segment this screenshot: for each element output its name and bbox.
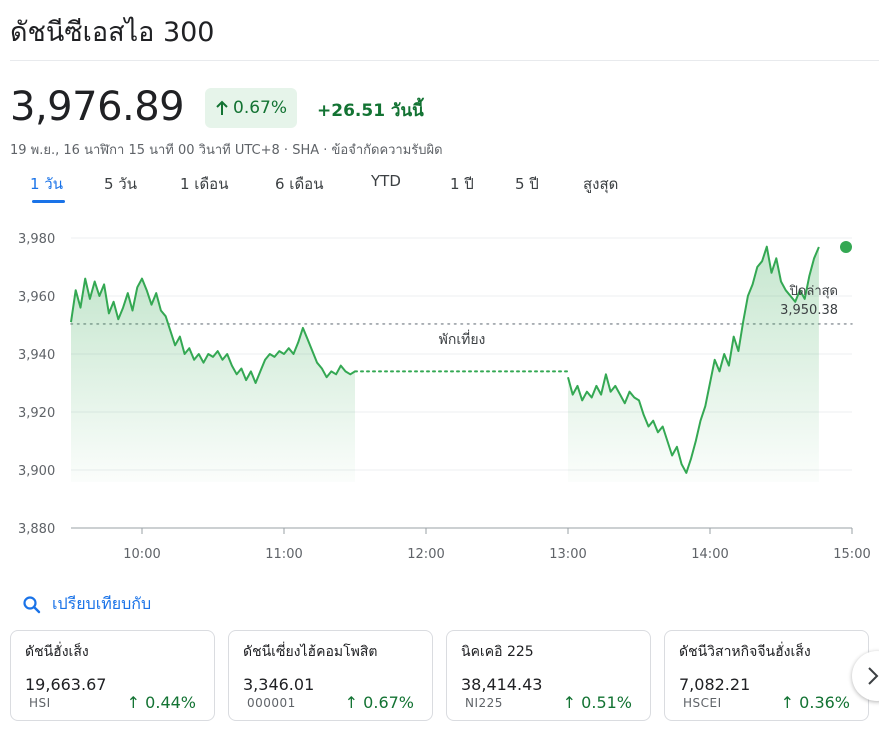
x-tick-label: 13:00 bbox=[549, 547, 586, 562]
current-price: 3,976.89 bbox=[10, 84, 185, 130]
card-name: ดัชนีวิสาหกิจจีนฮั่งเส็ง bbox=[679, 644, 811, 660]
page-title: ดัชนีซีเอสไอ 300 bbox=[10, 17, 215, 48]
x-tick-label: 12:00 bbox=[407, 547, 444, 562]
compare-link[interactable]: เปรียบเทียบกับ bbox=[22, 592, 151, 617]
card-symbol: HSI bbox=[29, 696, 51, 710]
card-name: ดัชนีเซี่ยงไฮ้คอมโพสิต bbox=[243, 644, 378, 660]
index-card[interactable]: ดัชนีวิสาหกิจจีนฮั่งเส็ง 7,082.21 HSCEI … bbox=[664, 630, 869, 721]
card-value: 7,082.21 bbox=[679, 675, 751, 694]
card-percent-value: 0.67% bbox=[363, 693, 414, 712]
card-value: 19,663.67 bbox=[25, 675, 107, 694]
x-tick-label: 11:00 bbox=[265, 547, 302, 562]
tab-6-months[interactable]: 6 เดือน bbox=[275, 175, 324, 193]
price-chart[interactable]: 3,980 3,960 3,940 3,920 3,900 3,880 10:00 11:00… bbox=[0, 222, 879, 577]
card-percent-value: 0.51% bbox=[581, 693, 632, 712]
compare-label: เปรียบเทียบกับ bbox=[52, 594, 152, 613]
afternoon-series-line bbox=[567, 245, 820, 474]
card-percent: ↑ 0.36% bbox=[780, 693, 850, 712]
card-percent-value: 0.36% bbox=[799, 693, 850, 712]
index-card[interactable]: นิคเคอิ 225 38,414.43 NI225 ↑ 0.51% bbox=[446, 630, 651, 721]
absolute-change: +26.51 วันนี้ bbox=[317, 101, 424, 121]
tab-5-years[interactable]: 5 ปี bbox=[515, 175, 539, 193]
header-divider bbox=[10, 60, 879, 61]
arrow-up-icon bbox=[216, 100, 228, 115]
y-tick-label: 3,940 bbox=[18, 348, 55, 363]
tab-max[interactable]: สูงสุด bbox=[583, 175, 619, 193]
card-symbol: 000001 bbox=[247, 696, 296, 710]
tab-1-day[interactable]: 1 วัน bbox=[30, 175, 63, 193]
card-value: 3,346.01 bbox=[243, 675, 315, 694]
chevron-right-icon bbox=[868, 667, 879, 685]
y-tick-label: 3,980 bbox=[18, 232, 55, 247]
morning-area bbox=[71, 278, 355, 482]
card-value: 38,414.43 bbox=[461, 675, 543, 694]
y-tick-label: 3,880 bbox=[18, 522, 55, 537]
tab-5-days[interactable]: 5 วัน bbox=[104, 175, 137, 193]
x-tick-label: 15:00 bbox=[833, 547, 870, 562]
card-percent: ↑ 0.44% bbox=[126, 693, 196, 712]
morning-series-line bbox=[70, 277, 356, 384]
tab-1-year[interactable]: 1 ปี bbox=[450, 175, 474, 193]
x-tick-label: 14:00 bbox=[691, 547, 728, 562]
card-symbol: HSCEI bbox=[683, 696, 722, 710]
x-tick-label: 10:00 bbox=[123, 547, 160, 562]
percent-change-badge: 0.67% bbox=[205, 88, 298, 128]
card-percent: ↑ 0.51% bbox=[562, 693, 632, 712]
active-tab-indicator bbox=[32, 200, 65, 203]
tab-ytd[interactable]: YTD bbox=[371, 172, 401, 190]
card-symbol: NI225 bbox=[465, 696, 503, 710]
search-icon bbox=[23, 595, 41, 613]
card-percent-value: 0.44% bbox=[145, 693, 196, 712]
index-card[interactable]: ดัชนีฮั่งเส็ง 19,663.67 HSI ↑ 0.44% bbox=[10, 630, 215, 721]
percent-change-value: 0.67% bbox=[233, 98, 288, 118]
lunch-break-label: พักเที่ยง bbox=[439, 330, 486, 348]
y-tick-label: 3,960 bbox=[18, 290, 55, 305]
last-price-dot bbox=[840, 241, 852, 254]
timestamp-meta: 19 พ.ย., 16 นาฬิกา 15 นาที 00 วินาที UTC… bbox=[10, 143, 443, 158]
previous-close-value: 3,950.38 bbox=[780, 303, 838, 318]
previous-close-label: ปิดล่าสุด bbox=[789, 284, 838, 299]
y-tick-label: 3,900 bbox=[18, 464, 55, 479]
y-tick-label: 3,920 bbox=[18, 406, 55, 421]
tab-1-month[interactable]: 1 เดือน bbox=[180, 175, 229, 193]
index-card[interactable]: ดัชนีเซี่ยงไฮ้คอมโพสิต 3,346.01 000001 ↑… bbox=[228, 630, 433, 721]
card-name: ดัชนีฮั่งเส็ง bbox=[25, 644, 89, 660]
card-percent: ↑ 0.67% bbox=[344, 693, 414, 712]
afternoon-area bbox=[568, 246, 819, 482]
card-name: นิคเคอิ 225 bbox=[461, 644, 534, 660]
